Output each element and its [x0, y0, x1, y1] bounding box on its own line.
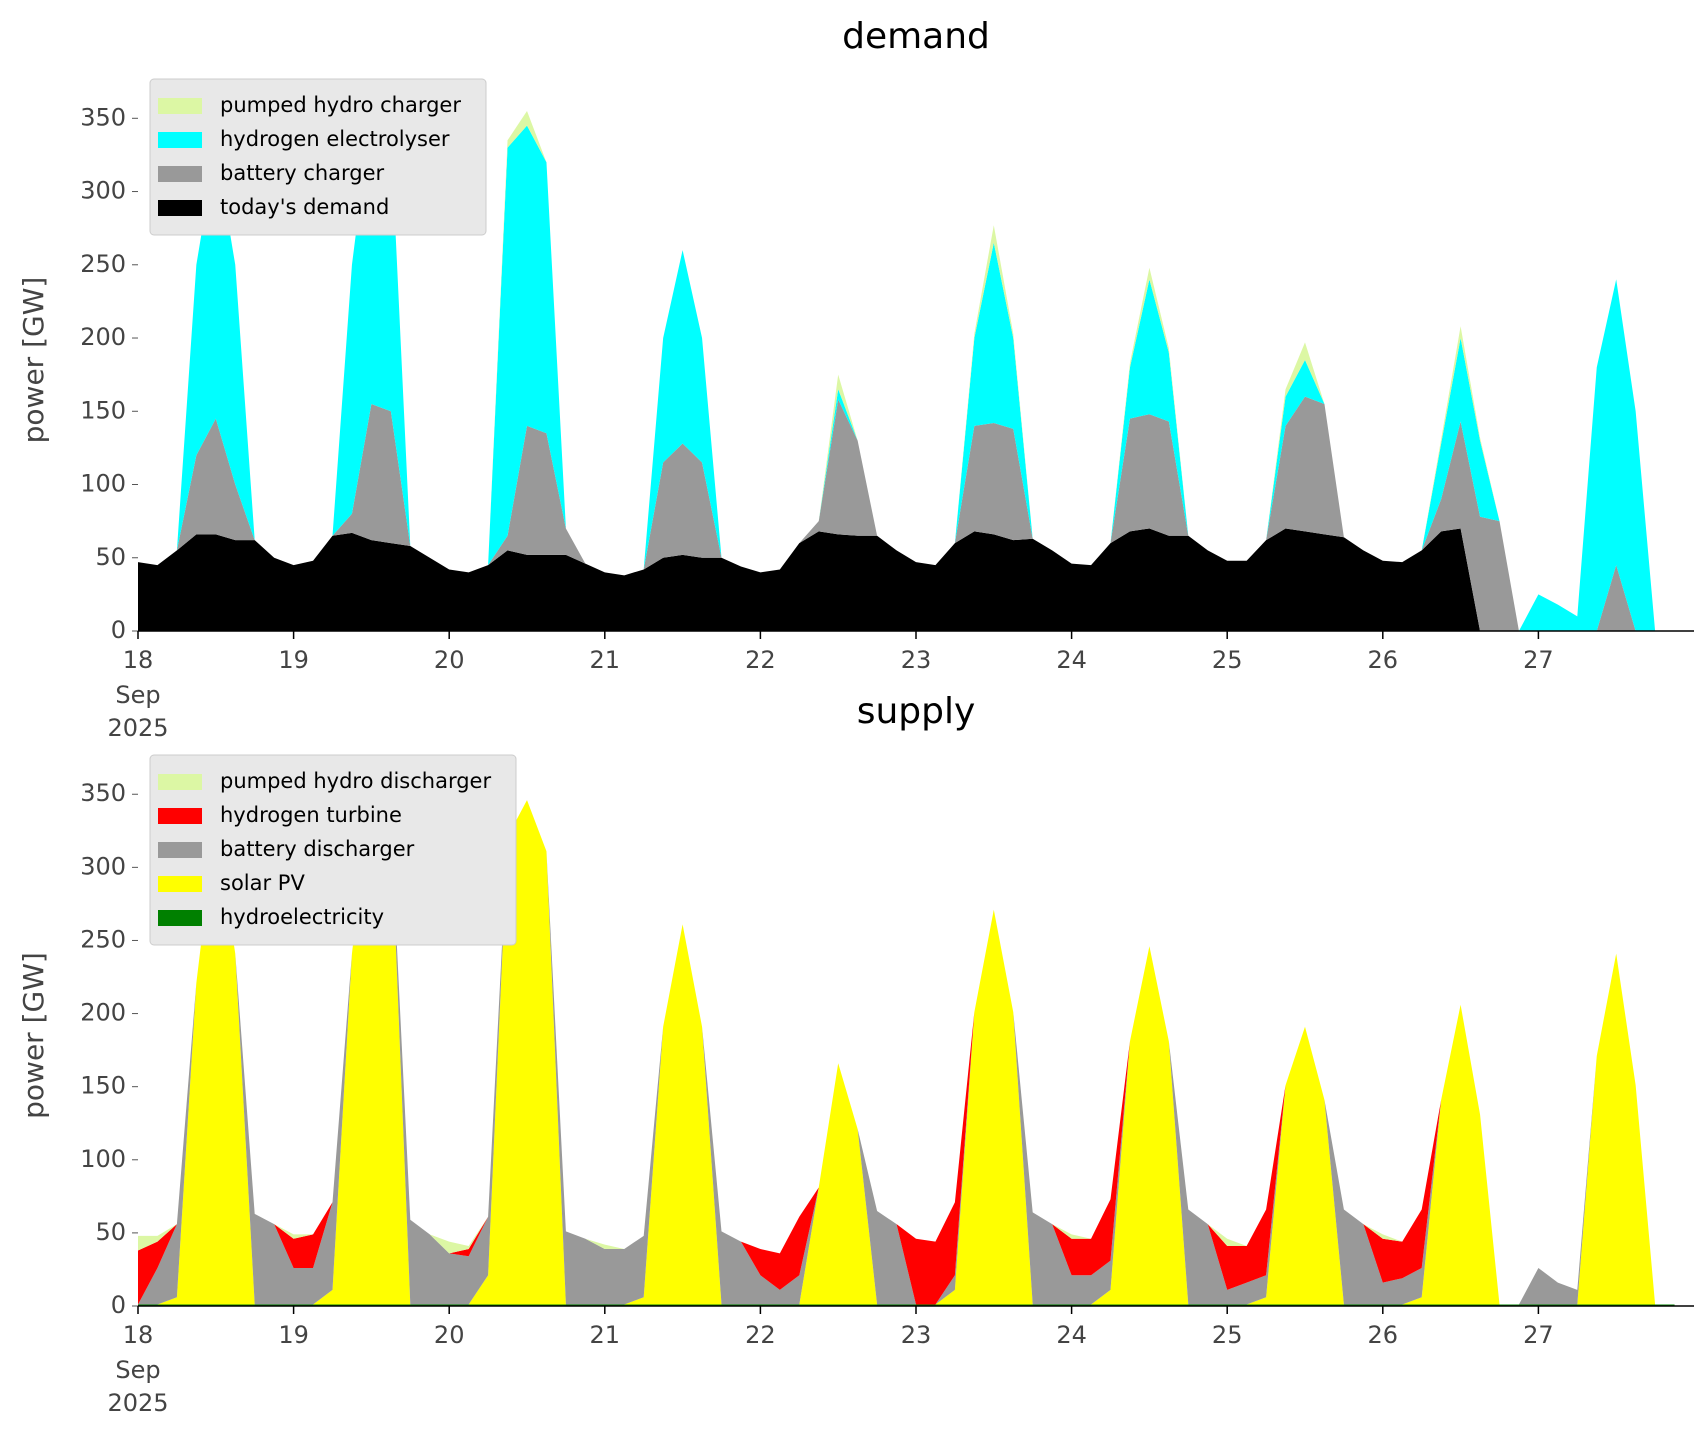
x-tick-label: 21	[590, 1321, 621, 1349]
y-tick-label: 350	[80, 103, 126, 131]
y-tick-label: 50	[95, 543, 126, 571]
legend-text: today's demand	[220, 195, 389, 219]
x-tick-label: 18	[123, 646, 154, 674]
legend-text: hydroelectricity	[220, 905, 384, 929]
legend-text: battery discharger	[220, 837, 415, 861]
y-tick-label: 300	[80, 852, 126, 880]
y-axis-label: power [GW]	[17, 952, 50, 1119]
y-tick-label: 250	[80, 250, 126, 278]
x-tick-label: 24	[1056, 1321, 1087, 1349]
legend-swatch	[158, 876, 202, 892]
y-tick-label: 100	[80, 470, 126, 498]
y-tick-label: 150	[80, 396, 126, 424]
x-tick-label: 23	[901, 646, 932, 674]
y-tick-label: 50	[95, 1218, 126, 1246]
x-tick-label: 19	[278, 646, 309, 674]
legend-swatch	[158, 132, 202, 148]
legend-swatch	[158, 200, 202, 216]
x-tick-label: 24	[1056, 646, 1087, 674]
x-tick-year: 2025	[107, 714, 168, 742]
panel: demand power [GW] 0 50 100 150 200 250 300 350 18 1…	[17, 16, 1694, 742]
x-tick-label: 20	[434, 646, 465, 674]
legend-swatch	[158, 98, 202, 114]
x-tick-month: Sep	[115, 1356, 160, 1384]
x-tick-label: 26	[1368, 1321, 1399, 1349]
legend-text: solar PV	[220, 871, 305, 895]
y-tick-label: 200	[80, 323, 126, 351]
y-tick-label: 150	[80, 1072, 126, 1100]
legend-text: battery charger	[220, 161, 385, 185]
area	[138, 785, 1675, 1305]
legend-swatch	[158, 166, 202, 182]
legend-swatch	[158, 774, 202, 790]
x-tick-month: Sep	[115, 681, 160, 709]
area	[138, 396, 1675, 631]
legend-swatch	[158, 842, 202, 858]
y-tick-label: 0	[111, 616, 126, 644]
x-tick-label: 22	[745, 646, 776, 674]
chart-title: demand	[842, 16, 990, 57]
legend-box	[149, 754, 517, 946]
x-tick-label: 23	[901, 1321, 932, 1349]
y-tick-label: 200	[80, 999, 126, 1027]
x-tick-label: 19	[278, 1321, 309, 1349]
y-tick-label: 300	[80, 177, 126, 205]
x-tick-label: 26	[1368, 646, 1399, 674]
y-tick-label: 0	[111, 1291, 126, 1319]
area	[138, 528, 1675, 631]
x-tick-year: 2025	[107, 1389, 168, 1417]
y-tick-label: 100	[80, 1145, 126, 1173]
x-tick-label: 27	[1523, 1321, 1554, 1349]
panel: supply power [GW] 0 50 100 150 200 250 300 350 18 1…	[17, 691, 1694, 1417]
y-axis-label: power [GW]	[17, 277, 50, 444]
x-tick-label: 27	[1523, 646, 1554, 674]
chart-title: supply	[857, 691, 976, 732]
legend-text: pumped hydro charger	[220, 93, 461, 117]
x-tick-label: 21	[590, 646, 621, 674]
legend-text: pumped hydro discharger	[220, 769, 491, 793]
legend-swatch	[158, 808, 202, 824]
y-tick-label: 350	[80, 779, 126, 807]
legend-swatch	[158, 910, 202, 926]
y-tick-label: 250	[80, 925, 126, 953]
legend-box	[149, 78, 487, 236]
area	[138, 785, 1675, 1305]
legend-text: hydrogen turbine	[220, 803, 402, 827]
area	[138, 110, 1675, 632]
x-tick-label: 18	[123, 1321, 154, 1349]
legend-text: hydrogen electrolyser	[220, 127, 450, 151]
x-tick-label: 25	[1212, 1321, 1243, 1349]
x-tick-label: 20	[434, 1321, 465, 1349]
x-tick-label: 25	[1212, 646, 1243, 674]
x-tick-label: 22	[745, 1321, 776, 1349]
